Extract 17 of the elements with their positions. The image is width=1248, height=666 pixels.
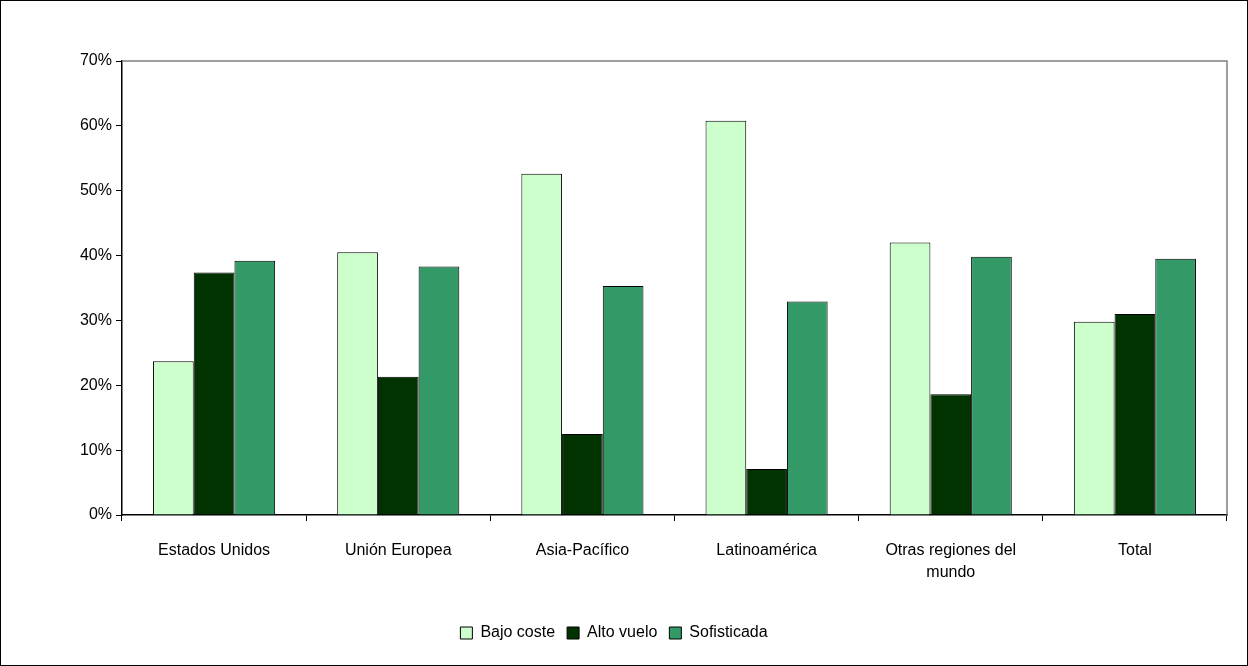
y-tick-label: 60% bbox=[79, 116, 112, 134]
y-tick-label: 0% bbox=[88, 505, 112, 523]
x-tick-label: Otras regiones del mundo bbox=[885, 540, 1017, 581]
legend-label: Alto vuelo bbox=[587, 623, 658, 641]
y-tick-label: 40% bbox=[79, 245, 112, 263]
x-tick-label: Unión Europea bbox=[344, 540, 452, 558]
y-tick-label: 20% bbox=[79, 375, 112, 393]
x-tick-label: Latinoamérica bbox=[716, 540, 817, 558]
x-tick-label: Asia-Pacífico bbox=[535, 540, 630, 558]
x-tick-label: Estados Unidos bbox=[158, 540, 271, 558]
y-tick-label: 10% bbox=[79, 440, 112, 458]
legend-label: Bajo coste bbox=[480, 623, 556, 641]
x-tick-label: Total bbox=[1118, 540, 1152, 558]
y-tick-label: 30% bbox=[79, 310, 112, 328]
y-tick-label: 50% bbox=[79, 181, 112, 199]
legend-label: Sofisticada bbox=[689, 623, 768, 641]
y-tick-label: 70% bbox=[79, 51, 112, 69]
